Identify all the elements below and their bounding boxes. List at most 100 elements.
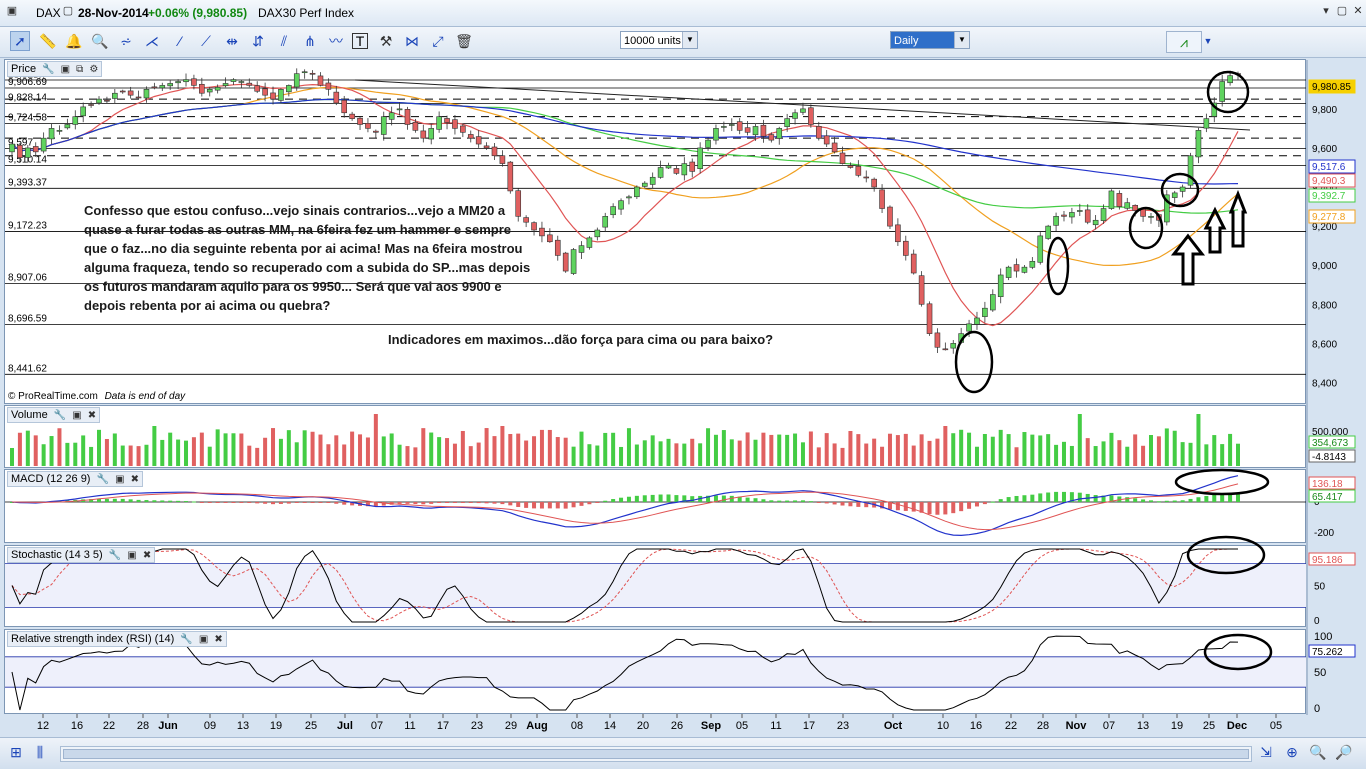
x-axis-tick-label: Jul xyxy=(337,720,353,732)
channel-icon[interactable]: ⫽ xyxy=(280,33,288,49)
wave-icon[interactable]: 〰 xyxy=(329,33,343,49)
x-axis-tick-label: 12 xyxy=(37,720,49,732)
last-value-label: 136.18 xyxy=(1312,479,1343,490)
last-value-box xyxy=(1308,209,1356,224)
indicator-menu-icon[interactable]: ▼ xyxy=(1203,36,1213,46)
credit-line: © ProRealTime.com Data is end of day xyxy=(8,391,185,402)
last-value-label: 95.186 xyxy=(1312,555,1343,566)
candle-style-icon[interactable]: ⊞ xyxy=(10,744,22,760)
window-icon[interactable]: ▣ xyxy=(60,64,71,75)
rsi-panel-title: Relative strength index (RSI) (14) xyxy=(11,633,175,645)
x-axis-tick-label: 10 xyxy=(937,720,949,732)
wrench-icon[interactable]: 🔧 xyxy=(96,474,109,485)
trash-icon[interactable]: 🗑 xyxy=(455,33,473,49)
close-icon[interactable]: ✖ xyxy=(87,410,97,421)
settings-icon[interactable]: ⚙ xyxy=(89,64,99,75)
close-icon[interactable]: ✖ xyxy=(130,474,139,485)
x-axis-tick-label: 05 xyxy=(1270,720,1282,732)
last-value-box xyxy=(1308,159,1356,174)
copy-icon[interactable]: ⧉ xyxy=(76,64,84,75)
last-value-label: -4.8143 xyxy=(1312,452,1346,463)
vertical-line-icon[interactable]: ⇵ xyxy=(252,33,264,49)
title-bar: DAX 28-Nov-2014 +0.06% (9,980.85) DAX30 … xyxy=(0,0,1366,27)
x-axis-tick-label: 08 xyxy=(571,720,583,732)
wrench-icon[interactable]: 🔧 xyxy=(180,634,193,645)
x-axis-tick-label: 19 xyxy=(1171,720,1183,732)
chevron-down-icon: ▼ xyxy=(954,32,969,48)
window-icon[interactable]: ▣ xyxy=(115,474,125,485)
stochastic-axis-tick: 50 xyxy=(1314,582,1326,593)
time-scrollbar[interactable] xyxy=(60,746,1252,762)
zoom-fit-icon[interactable]: ⊕ xyxy=(1286,744,1298,760)
autoscale-icon[interactable]: ⇲ xyxy=(1260,744,1272,760)
ruler-icon[interactable]: 📏 xyxy=(39,33,57,49)
tools-icon[interactable]: ⚒ xyxy=(379,33,393,49)
bottom-bar: ⊞ ⫼ ⇲ ⊕ 🔍 🔎 xyxy=(0,737,1366,769)
ray-icon[interactable]: ⟋ xyxy=(201,33,211,49)
annotation-indicators: Indicadores em maximos...dão força para … xyxy=(388,332,774,347)
horizontal-line-icon[interactable]: ⇹ xyxy=(226,33,238,49)
x-axis-tick-label: 22 xyxy=(103,720,115,732)
x-axis-tick-label: 05 xyxy=(736,720,748,732)
volume-axis-tick: 500,000 xyxy=(1312,427,1349,438)
stochastic-panel-title: Stochastic (14 3 5) xyxy=(11,549,103,561)
text-icon[interactable]: T xyxy=(352,33,368,49)
fibonacci-icon[interactable]: ⩫ xyxy=(120,33,132,49)
cursor-icon[interactable]: ➚ xyxy=(10,31,30,51)
chart-type-icon[interactable]: ⫼ xyxy=(36,744,44,760)
magnet-icon[interactable]: ⋈ xyxy=(405,33,419,49)
x-axis-tick-label: Sep xyxy=(701,720,721,732)
wrench-icon[interactable]: 🔧 xyxy=(108,550,122,561)
last-value-box xyxy=(1308,173,1356,188)
x-axis-tick-label: 28 xyxy=(1037,720,1049,732)
stochastic-panel-header: Stochastic (14 3 5) 🔧 ▣ ✖ xyxy=(7,547,156,563)
last-value-label: 75.262 xyxy=(1312,647,1343,658)
x-axis-tick-label: 07 xyxy=(371,720,383,732)
last-value-box xyxy=(1308,435,1356,449)
x-axis-tick-label: 16 xyxy=(970,720,982,732)
restore-icon[interactable]: ▾ xyxy=(1323,5,1329,17)
units-select[interactable]: 10000 units ▼ xyxy=(620,31,698,49)
zoom-icon[interactable]: 🔍 xyxy=(91,33,109,49)
x-axis-tick-label: 14 xyxy=(604,720,616,732)
window-icon[interactable]: ▣ xyxy=(127,550,137,561)
last-value-box xyxy=(1308,476,1356,490)
window-icon[interactable]: ▣ xyxy=(198,634,209,645)
fan-icon[interactable]: ⋌ xyxy=(145,33,159,49)
last-value-label: 9,392.7 xyxy=(1312,191,1346,202)
add-indicator-icon[interactable]: ⩘ xyxy=(1166,31,1202,53)
window-icon[interactable]: ▣ xyxy=(72,410,82,421)
x-axis-tick-label: 17 xyxy=(437,720,449,732)
scrollbar-thumb[interactable] xyxy=(63,749,1249,759)
wrench-icon[interactable]: 🔧 xyxy=(42,64,55,75)
last-value-label: 354,673 xyxy=(1312,438,1349,449)
x-axis-tick-label: Dec xyxy=(1227,720,1247,732)
zoom-in-icon[interactable]: 🔍 xyxy=(1309,744,1327,760)
window-icon[interactable]: ▣ xyxy=(6,5,18,17)
price-panel-title: Price xyxy=(11,63,37,75)
x-axis-tick-label: 29 xyxy=(505,720,517,732)
x-axis-tick-label: 25 xyxy=(1203,720,1215,732)
annotation-main: Confesso que estou confuso...vejo sinais… xyxy=(84,203,531,313)
last-value-label: 9,277.8 xyxy=(1312,212,1346,223)
close-icon[interactable]: ✖ xyxy=(214,634,223,645)
close-icon[interactable]: ✕ xyxy=(1353,5,1363,17)
trendline-icon[interactable]: ⁄ xyxy=(178,33,182,49)
x-axis-tick-label: Jun xyxy=(158,720,178,732)
page-icon[interactable]: ▢ xyxy=(62,5,74,17)
x-axis-tick-label: 07 xyxy=(1103,720,1115,732)
zoom-out-icon[interactable]: 🔎 xyxy=(1335,744,1353,760)
x-axis-tick-label: 11 xyxy=(404,720,415,732)
price-axis-tick: 9,800 xyxy=(1312,105,1337,116)
period-select[interactable]: Daily ▼ xyxy=(890,31,970,49)
wrench-icon[interactable]: 🔧 xyxy=(53,410,67,421)
maximize-icon[interactable]: ▢ xyxy=(1336,5,1348,17)
alarm-bell-icon[interactable]: 🔔 xyxy=(65,33,83,49)
pitchfork-icon[interactable]: ⋔ xyxy=(304,33,316,49)
date-label: 28-Nov-2014 xyxy=(78,6,149,20)
x-axis-tick-label: Oct xyxy=(884,720,903,732)
close-icon[interactable]: ✖ xyxy=(142,550,152,561)
volume-panel-title: Volume xyxy=(11,409,48,421)
arrows-icon[interactable]: ⤢ xyxy=(432,33,444,49)
x-axis-tick-label: 17 xyxy=(803,720,815,732)
